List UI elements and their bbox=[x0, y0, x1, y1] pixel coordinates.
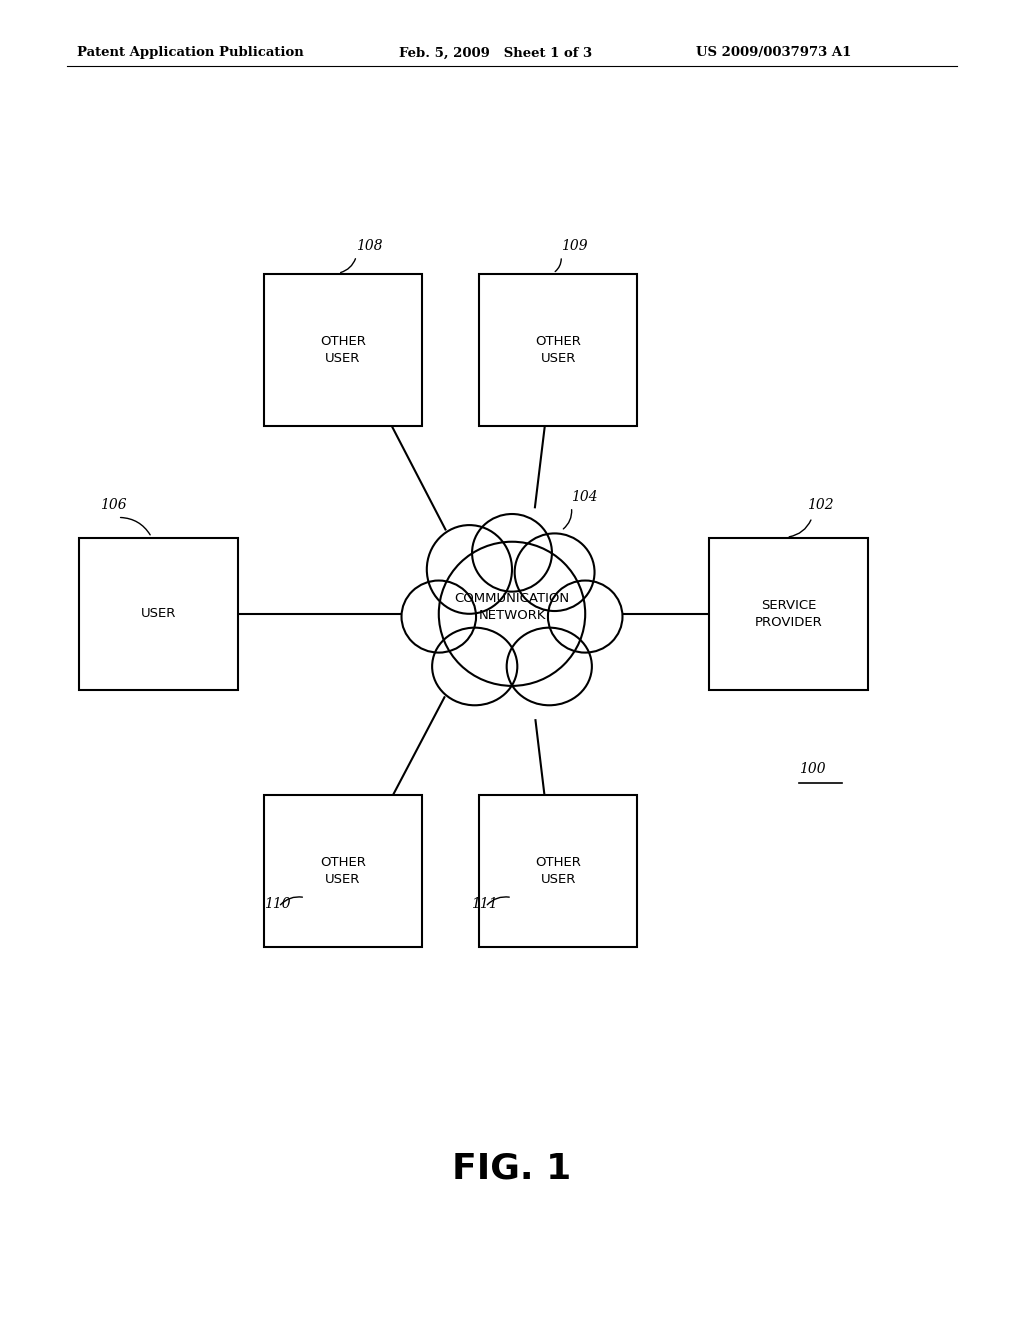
Ellipse shape bbox=[438, 541, 586, 686]
Ellipse shape bbox=[427, 525, 512, 614]
FancyBboxPatch shape bbox=[709, 539, 868, 689]
Text: 108: 108 bbox=[356, 239, 383, 253]
Text: 104: 104 bbox=[571, 490, 598, 504]
Ellipse shape bbox=[515, 533, 595, 611]
Text: OTHER
USER: OTHER USER bbox=[321, 335, 366, 364]
Text: 110: 110 bbox=[264, 896, 291, 911]
Text: OTHER
USER: OTHER USER bbox=[321, 857, 366, 886]
FancyBboxPatch shape bbox=[264, 795, 422, 948]
Text: OTHER
USER: OTHER USER bbox=[536, 857, 581, 886]
Text: COMMUNICATION
NETWORK: COMMUNICATION NETWORK bbox=[455, 593, 569, 622]
FancyBboxPatch shape bbox=[80, 539, 238, 689]
Text: US 2009/0037973 A1: US 2009/0037973 A1 bbox=[696, 46, 852, 59]
Ellipse shape bbox=[507, 627, 592, 705]
Text: 100: 100 bbox=[799, 762, 825, 776]
Text: SERVICE
PROVIDER: SERVICE PROVIDER bbox=[755, 599, 822, 628]
FancyBboxPatch shape bbox=[264, 275, 422, 425]
Text: USER: USER bbox=[141, 607, 176, 620]
Text: Patent Application Publication: Patent Application Publication bbox=[77, 46, 303, 59]
Text: OTHER
USER: OTHER USER bbox=[536, 335, 581, 364]
FancyBboxPatch shape bbox=[479, 795, 637, 948]
Ellipse shape bbox=[472, 513, 552, 591]
Text: 109: 109 bbox=[561, 239, 588, 253]
Text: 102: 102 bbox=[807, 498, 834, 512]
Text: FIG. 1: FIG. 1 bbox=[453, 1151, 571, 1185]
FancyBboxPatch shape bbox=[479, 275, 637, 425]
Ellipse shape bbox=[401, 581, 476, 652]
Ellipse shape bbox=[432, 627, 517, 705]
Text: Feb. 5, 2009   Sheet 1 of 3: Feb. 5, 2009 Sheet 1 of 3 bbox=[399, 46, 593, 59]
Text: 106: 106 bbox=[100, 498, 127, 512]
Text: 111: 111 bbox=[471, 896, 498, 911]
Ellipse shape bbox=[548, 581, 623, 652]
